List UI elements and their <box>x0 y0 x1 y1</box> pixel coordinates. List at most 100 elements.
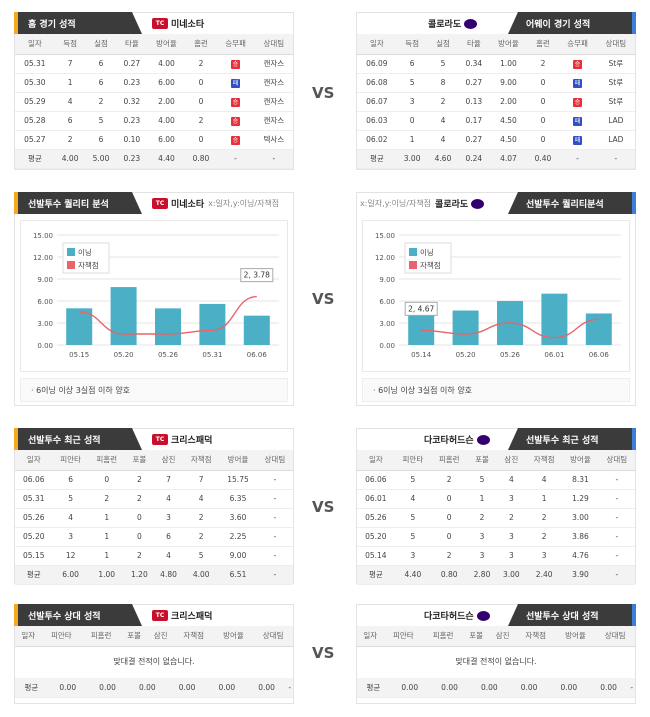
average-cell: 0.40 <box>527 149 559 169</box>
column-header: 상대팀 <box>254 34 293 55</box>
table-row: 05.28 6 5 0.23 4.00 2 승 캔자스 <box>15 111 293 131</box>
legend-er-label: 자책점 <box>420 260 441 270</box>
column-header: 피안타 <box>394 450 432 471</box>
legend-innings-swatch <box>409 248 417 256</box>
table-cell: 05.20 <box>357 527 395 547</box>
average-cell: 0.00 <box>469 678 510 698</box>
y-tick-label: 3.00 <box>379 320 395 328</box>
table-cell: 05.31 <box>15 54 55 74</box>
table-cell: 8 <box>427 73 459 93</box>
y-tick-label: 9.00 <box>37 276 53 284</box>
table-cell: 0 <box>431 527 468 547</box>
average-cell: - <box>598 565 635 585</box>
average-cell: 3.00 <box>496 565 526 585</box>
table-cell: 1 <box>467 489 497 509</box>
left-axis-note: x:일자,y:이닝/자책점 <box>208 199 280 208</box>
table-header-row: 일자 피안타 피홈런 포볼 삼진 자책점 방어율 상대팀 <box>15 450 293 471</box>
table-cell: 4 <box>496 470 526 490</box>
column-header: 포볼 <box>462 626 490 647</box>
average-cell: 평균 <box>357 149 397 169</box>
table-cell: 캔자스 <box>254 92 293 112</box>
table-cell: - <box>256 489 293 509</box>
table-cell: 3 <box>153 508 184 528</box>
table-cell: 2 <box>496 508 526 528</box>
y-tick-label: 12.00 <box>33 254 53 262</box>
table-cell: 06.06 <box>15 470 53 490</box>
average-cell: 4.60 <box>427 149 459 169</box>
average-cell: 3.00 <box>396 149 428 169</box>
table-header-row: 일자 득점 실점 타율 방어율 홈런 승무패 상대팀 <box>15 34 293 55</box>
column-header: 홈런 <box>185 34 217 55</box>
average-cell: 0.00 <box>246 678 287 698</box>
table-cell: 5 <box>396 73 428 93</box>
column-header: 승무패 <box>216 34 255 55</box>
average-cell: 평균 <box>15 678 48 698</box>
average-row: 평균 0.00 0.00 0.00 0.00 0.00 0.00- <box>15 678 293 698</box>
table-cell: 2 <box>185 54 217 74</box>
average-cell: 0.00 <box>87 678 128 698</box>
table-row: 05.29 4 2 0.32 2.00 0 승 캔자스 <box>15 92 293 112</box>
table-cell: 3 <box>467 527 497 547</box>
average-cell: - <box>558 149 597 169</box>
table-cell: 6.35 <box>219 489 257 509</box>
column-header: 득점 <box>54 34 86 55</box>
table-cell: 4 <box>183 489 220 509</box>
table-row: 06.09 6 5 0.34 1.00 2 승 St루 <box>357 54 635 74</box>
table-cell: 05.15 <box>15 546 53 566</box>
result-cell: 패 <box>558 130 597 150</box>
left-h2h-head: 일자 피안타 피홈런 포볼 삼진 자책점 방어율 상대팀 <box>15 626 293 647</box>
column-header: 방어율 <box>147 34 186 55</box>
table-row: 06.08 5 8 0.27 9.00 0 패 St루 <box>357 73 635 93</box>
average-cell: - <box>216 149 255 169</box>
table-row: 05.31 5 2 2 4 4 6.35- <box>15 489 293 509</box>
average-cell: 평균 <box>357 565 395 585</box>
x-tick-label: 05.15 <box>69 351 89 359</box>
legend-er-label: 자책점 <box>78 260 99 270</box>
table-cell: 2 <box>525 527 563 547</box>
rockies-logo-icon <box>464 18 478 29</box>
table-cell: 2 <box>431 546 468 566</box>
y-tick-label: 6.00 <box>37 298 53 306</box>
innings-bar <box>155 308 181 345</box>
table-cell: 9.00 <box>219 546 257 566</box>
column-header: 일자 <box>357 626 384 647</box>
table-cell: 3.00 <box>562 508 599 528</box>
column-header: 승무패 <box>558 34 597 55</box>
table-cell: 1 <box>525 489 563 509</box>
column-header: 득점 <box>396 34 428 55</box>
table-cell: 0 <box>431 508 468 528</box>
result-badge: 패 <box>573 78 583 88</box>
table-cell: 2 <box>124 489 154 509</box>
table-cell: - <box>256 470 293 490</box>
table-row: 06.03 0 4 0.17 4.50 0 패 LAD <box>357 111 635 131</box>
result-cell: 패 <box>216 73 255 93</box>
legend-innings-label: 이닝 <box>78 247 92 257</box>
y-tick-label: 6.00 <box>379 298 395 306</box>
result-cell: 승 <box>216 130 255 150</box>
table-cell: 0 <box>527 92 559 112</box>
column-header: 포볼 <box>120 626 148 647</box>
column-header: 일자 <box>15 626 42 647</box>
x-tick-label: 05.26 <box>158 351 179 359</box>
average-cell: 0.00 <box>206 678 247 698</box>
average-cell: - <box>256 565 293 585</box>
right-h2h-empty: 맞대결 전적이 없습니다. <box>455 657 537 666</box>
result-badge: 승 <box>573 59 583 69</box>
left-h2h-empty: 맞대결 전적이 없습니다. <box>113 657 195 666</box>
table-cell: 1.00 <box>489 54 528 74</box>
table-cell: - <box>598 508 635 528</box>
table-cell: 1 <box>88 546 125 566</box>
table-header-row: 일자 피안타 피홈런 포볼 삼진 자책점 방어율 상대팀 <box>357 626 635 647</box>
result-badge: 승 <box>231 116 241 126</box>
left-recent-pitcher: 크리스패덕 <box>171 436 213 446</box>
home-team-label: TC 미네소타 <box>152 17 204 30</box>
away-record-tab: 어웨이 경기 성적 <box>508 12 636 34</box>
average-cell: 2.80 <box>467 565 497 585</box>
x-tick-label: 06.06 <box>247 351 268 359</box>
table-cell: - <box>598 527 635 547</box>
result-cell: 승 <box>558 92 597 112</box>
table-cell: 5 <box>183 546 220 566</box>
column-header: 방어율 <box>219 450 257 471</box>
